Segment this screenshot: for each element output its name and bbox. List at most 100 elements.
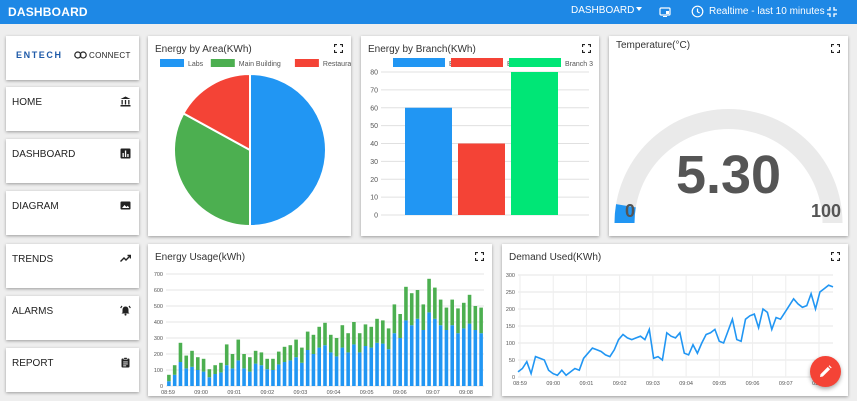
x-tick-label: 09:07 [779, 381, 793, 387]
panel-demand-used: Demand Used(KWh) 0 50 100 150 200 250 300 08:59… [502, 244, 848, 396]
clock-icon[interactable] [691, 5, 704, 18]
bar-segment-green [346, 333, 350, 353]
bar-segment-green [167, 374, 171, 382]
bar-segment-blue [167, 381, 171, 386]
bar-segment-blue [172, 374, 177, 386]
bar-segment-blue [346, 352, 350, 386]
y-tick-label: 300 [154, 336, 163, 342]
bar-segment-green [433, 287, 437, 319]
nav-label: ALARMS [12, 306, 54, 317]
expand-icon[interactable] [334, 44, 343, 53]
y-tick-label: 200 [154, 352, 163, 358]
x-tick-label: 08:59 [513, 381, 527, 387]
realtime-range-label[interactable]: Realtime - last 10 minutes [709, 6, 825, 17]
pie-slice [249, 72, 327, 228]
logo-brand: ENTECH [16, 50, 63, 60]
bar-segment-green [294, 339, 298, 358]
bar-segment-green [427, 278, 431, 313]
gauge-max-label: 100 [811, 201, 841, 221]
legend-swatch [294, 59, 319, 67]
fullscreen-exit-icon[interactable] [827, 7, 837, 17]
bar-segment-blue [444, 330, 449, 386]
bar-segment-green [265, 358, 269, 370]
bar-segment-blue [259, 365, 264, 386]
expand-icon[interactable] [475, 252, 484, 261]
panel-temperature: Temperature(°C) 5.30 0 100 [609, 36, 848, 236]
bar-segment-blue [323, 345, 327, 386]
bar-segment-green [352, 322, 356, 345]
y-tick-label: 10 [370, 195, 378, 202]
bar-segment-blue [242, 368, 246, 386]
bar-segment-green [305, 331, 310, 350]
gauge-value: 5.30 [676, 145, 781, 205]
bar-segment-blue [404, 320, 408, 386]
bar-segment-green [409, 293, 414, 326]
bar-segment-green [323, 322, 327, 346]
nav-diagram[interactable]: DIAGRAM [6, 191, 139, 235]
bar-segment-blue [271, 370, 275, 386]
bar-segment-blue [456, 333, 460, 386]
x-tick-label: 09:01 [227, 390, 241, 396]
x-tick-label: 09:03 [294, 390, 308, 396]
pie-chart: Labs Main Building Restaurant [160, 59, 351, 228]
x-tick-label: 09:00 [546, 381, 560, 387]
panel-title: Energy by Branch(KWh) [368, 44, 476, 55]
bar-segment-blue [340, 347, 345, 386]
expand-icon[interactable] [831, 252, 840, 261]
bar-segment-blue [467, 323, 472, 386]
y-tick-label: 200 [506, 307, 515, 313]
link-icon [74, 51, 87, 59]
bar-chart: Branch 1Branch 2Branch 30102030405060708… [370, 58, 593, 220]
bar-segment-blue [276, 364, 281, 386]
bar-segment-green [213, 365, 217, 374]
bar-segment-green [392, 304, 397, 334]
bar-segment-green [207, 369, 212, 378]
bar-segment-green [479, 307, 483, 334]
trending-up-icon [120, 254, 131, 262]
panel-title: Energy by Area(KWh) [155, 44, 252, 55]
bar-segment-blue [352, 344, 356, 386]
bar-segment-green [386, 328, 391, 350]
bar-segment-green [473, 306, 478, 330]
y-tick-label: 100 [506, 341, 515, 347]
y-tick-label: 0 [374, 213, 378, 220]
nav-trends[interactable]: TRENDS [6, 244, 139, 288]
nav-dashboard[interactable]: DASHBOARD [6, 139, 139, 183]
bar-segment-green [248, 357, 252, 372]
bar-segment-blue [230, 368, 235, 386]
bar-segment-green [300, 347, 304, 363]
bar-segment-green [456, 308, 460, 334]
nav-alarms[interactable]: ALARMS [6, 296, 139, 340]
bar-segment-blue [201, 371, 206, 386]
dashboard-select[interactable]: DASHBOARD [571, 5, 635, 16]
bar-segment-green [317, 326, 322, 348]
y-tick-label: 500 [154, 304, 163, 310]
bar-segment-blue [409, 325, 414, 386]
bar-segment-green [375, 318, 379, 343]
y-tick-label: 60 [370, 105, 378, 112]
nav-label: DASHBOARD [12, 149, 76, 160]
edit-fab-button[interactable] [810, 356, 841, 387]
tv-icon[interactable] [659, 6, 671, 18]
panel-energy-by-area: Energy by Area(KWh) Labs Main Building Res… [148, 36, 351, 236]
panel-title: Temperature(°C) [616, 40, 691, 51]
nav-report[interactable]: REPORT [6, 348, 139, 392]
bar-segment-blue [178, 362, 183, 386]
bar-segment-blue [328, 352, 333, 386]
gauge-chart: 5.30 0 100 [614, 109, 843, 223]
x-tick-label: 09:05 [360, 390, 374, 396]
panel-energy-by-branch: Energy by Branch(KWh) Branch 1Branch 2Br… [361, 36, 599, 236]
bar-segment-blue [450, 325, 454, 386]
expand-icon[interactable] [582, 44, 591, 53]
y-tick-label: 70 [370, 87, 378, 94]
x-tick-label: 08:59 [161, 390, 175, 396]
bar-segment-blue [190, 366, 194, 386]
y-tick-label: 50 [370, 123, 378, 130]
expand-icon[interactable] [831, 44, 840, 53]
top-app-bar: DASHBOARD DASHBOARD Realtime - last 10 m… [0, 0, 857, 24]
bar-segment-blue [184, 368, 189, 386]
caret-down-icon[interactable] [636, 7, 642, 11]
x-tick-label: 09:02 [260, 390, 274, 396]
bar-segment-blue [288, 360, 293, 386]
nav-home[interactable]: HOME [6, 87, 139, 131]
